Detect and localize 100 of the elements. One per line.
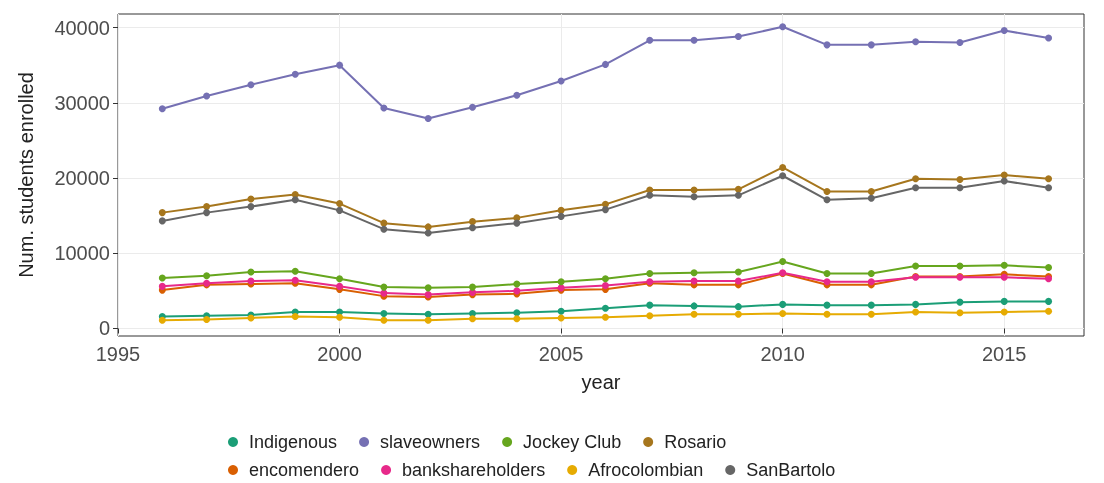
point bbox=[956, 184, 964, 192]
point bbox=[690, 310, 698, 318]
point bbox=[646, 270, 654, 278]
point bbox=[779, 172, 787, 180]
point bbox=[469, 315, 476, 323]
point bbox=[867, 301, 875, 309]
point bbox=[956, 39, 964, 47]
y-tick-label: 20000 bbox=[54, 167, 110, 190]
legend-label: Indigenous bbox=[249, 432, 338, 452]
point bbox=[912, 175, 920, 183]
point bbox=[734, 33, 742, 41]
point bbox=[1000, 261, 1008, 269]
point bbox=[336, 313, 344, 321]
point bbox=[557, 212, 565, 220]
point bbox=[867, 41, 875, 49]
point bbox=[646, 312, 654, 320]
point bbox=[203, 203, 211, 211]
point bbox=[424, 284, 432, 292]
x-tick-label: 2015 bbox=[981, 343, 1027, 365]
point bbox=[690, 269, 698, 277]
point bbox=[158, 282, 166, 290]
point bbox=[158, 274, 166, 282]
point bbox=[690, 36, 698, 44]
y-tick-label: 0 bbox=[98, 317, 110, 340]
point bbox=[823, 188, 831, 196]
point bbox=[424, 115, 432, 123]
point bbox=[380, 309, 388, 317]
point bbox=[203, 272, 211, 280]
point bbox=[912, 184, 920, 192]
point bbox=[247, 203, 255, 211]
y-tick-label: 40000 bbox=[54, 16, 110, 39]
legend-label: Jockey Club bbox=[523, 432, 622, 452]
point bbox=[867, 310, 875, 318]
x-axis-title: year bbox=[581, 371, 621, 393]
point bbox=[956, 298, 964, 306]
point bbox=[734, 310, 742, 318]
point bbox=[1045, 175, 1053, 183]
point bbox=[779, 23, 787, 31]
point bbox=[291, 196, 299, 204]
point bbox=[513, 219, 521, 227]
point bbox=[1045, 34, 1053, 42]
point bbox=[158, 316, 166, 324]
point bbox=[867, 188, 875, 196]
point bbox=[247, 81, 255, 89]
y-axis-title: Num. students enrolled bbox=[15, 72, 37, 278]
point bbox=[336, 200, 344, 208]
point bbox=[1045, 264, 1053, 272]
point bbox=[823, 270, 831, 278]
point bbox=[1045, 297, 1053, 305]
point bbox=[646, 191, 654, 199]
legend-label: bankshareholders bbox=[402, 460, 546, 480]
point bbox=[734, 277, 742, 285]
point bbox=[779, 309, 787, 317]
point bbox=[601, 304, 609, 312]
point bbox=[779, 163, 787, 171]
point bbox=[380, 104, 388, 112]
legend-label: encomendero bbox=[249, 460, 360, 480]
point bbox=[158, 217, 166, 225]
point bbox=[779, 258, 787, 266]
y-tick-label: 10000 bbox=[54, 242, 110, 265]
point bbox=[956, 309, 964, 317]
point bbox=[513, 91, 521, 99]
point bbox=[291, 70, 299, 78]
point bbox=[912, 300, 920, 308]
point bbox=[424, 223, 432, 231]
point bbox=[469, 103, 476, 111]
point bbox=[1045, 307, 1053, 315]
point bbox=[646, 301, 654, 309]
point bbox=[158, 209, 166, 217]
point bbox=[380, 316, 388, 324]
legend-label: slaveowners bbox=[380, 432, 481, 452]
point bbox=[380, 283, 388, 291]
point bbox=[291, 312, 299, 320]
point bbox=[912, 262, 920, 270]
point bbox=[469, 283, 476, 291]
point bbox=[601, 206, 609, 214]
point bbox=[734, 191, 742, 199]
point bbox=[336, 275, 344, 283]
point bbox=[779, 300, 787, 308]
x-tick-label: 2010 bbox=[760, 343, 805, 365]
legend-label: Rosario bbox=[664, 432, 727, 452]
point bbox=[203, 92, 211, 100]
point bbox=[557, 206, 565, 214]
point bbox=[1045, 184, 1053, 192]
x-tick-label: 2000 bbox=[317, 343, 362, 365]
point bbox=[291, 267, 299, 275]
point bbox=[469, 224, 476, 232]
legend-label: SanBartolo bbox=[746, 460, 836, 480]
point bbox=[601, 275, 609, 283]
point bbox=[912, 308, 920, 316]
point bbox=[646, 36, 654, 44]
point bbox=[956, 176, 964, 184]
point bbox=[1000, 297, 1008, 305]
x-tick-label: 1995 bbox=[95, 343, 141, 365]
point bbox=[1000, 177, 1008, 185]
point bbox=[601, 313, 609, 321]
point bbox=[203, 209, 211, 217]
legend-label: Afrocolombian bbox=[588, 460, 704, 480]
point bbox=[513, 280, 521, 288]
point bbox=[734, 268, 742, 276]
